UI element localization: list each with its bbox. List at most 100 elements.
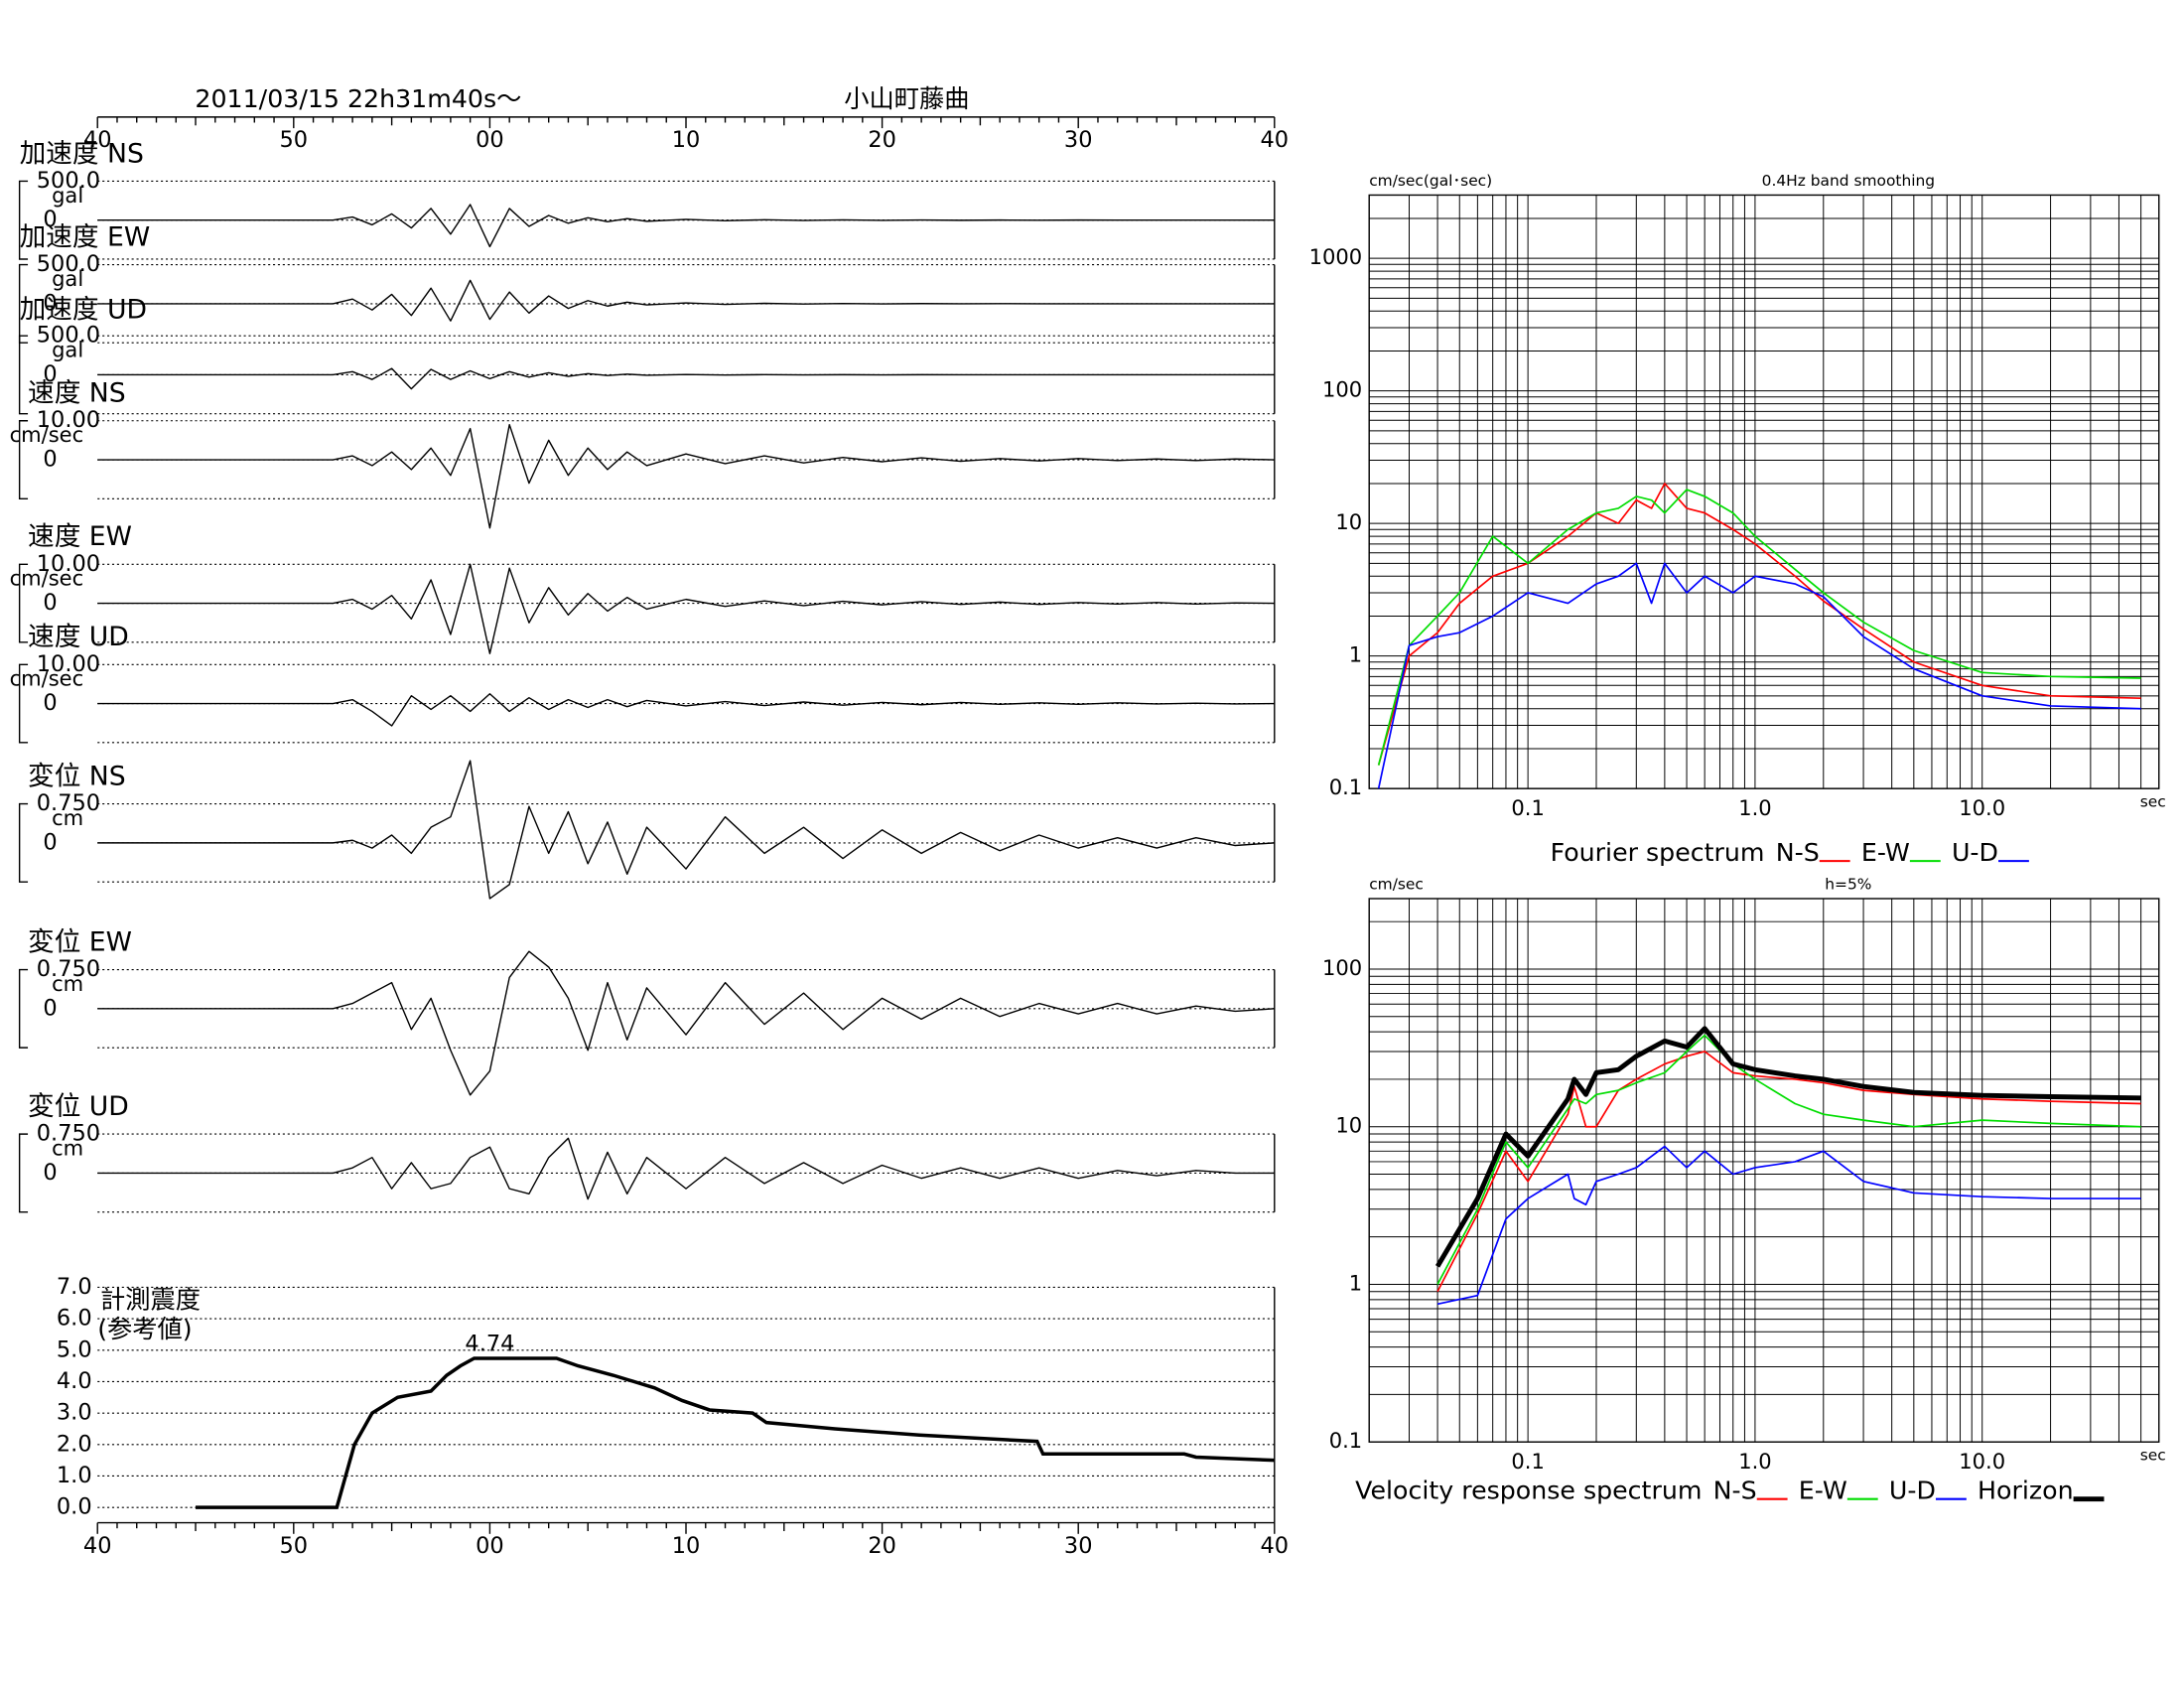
- y-tick-label: 500.0: [37, 168, 100, 194]
- waveform: [97, 563, 1275, 654]
- panel-bracket: [18, 1133, 29, 1213]
- y-tick-label: 100: [1322, 955, 1362, 980]
- panel-label: 加速度 NS: [20, 138, 144, 169]
- panel-label: 計測震度: [100, 1285, 201, 1314]
- waveform: [97, 693, 1275, 727]
- x-tick-label: 40: [1261, 127, 1290, 153]
- y-tick-label: 500.0: [37, 251, 100, 277]
- series-line: [1436, 1034, 2141, 1285]
- x-tick-label: 40: [1261, 1533, 1290, 1559]
- unit-label: cm/sec: [10, 666, 84, 691]
- y-tick-label: 2.0: [57, 1431, 92, 1457]
- x-tick-label: 50: [280, 1533, 309, 1559]
- legend-title: Velocity response spectrum: [1355, 1477, 1702, 1505]
- y-tick-label: 0.750: [37, 956, 100, 982]
- series-line: [1436, 1051, 2141, 1293]
- waveform: [97, 950, 1275, 1096]
- y-tick-label: 0: [43, 207, 57, 232]
- x-unit: sec: [2140, 1447, 2166, 1465]
- unit-label: cm: [52, 1136, 83, 1161]
- y-tick-label: 0: [43, 1160, 57, 1186]
- y-tick-label: 1: [1349, 642, 1362, 667]
- y-tick-label: 0.750: [37, 1121, 100, 1147]
- legend-label: Horizon: [1978, 1477, 2074, 1505]
- x-unit: sec: [2140, 793, 2166, 811]
- y-tick-label: 5.0: [57, 1336, 92, 1362]
- y-tick-label: 4.0: [57, 1368, 92, 1394]
- x-tick-label: 10: [672, 127, 701, 153]
- x-tick-label: 00: [476, 127, 504, 153]
- panel-sublabel: (参考値): [97, 1315, 192, 1343]
- panel-bracket: [18, 335, 29, 415]
- intensity-line: [196, 1356, 1275, 1509]
- panel-label: 速度 EW: [28, 521, 132, 552]
- panel-bracket: [18, 563, 29, 643]
- x-tick-label: 00: [476, 1533, 504, 1559]
- y-unit: cm/sec(gal･sec): [1369, 172, 1492, 190]
- y-tick-label: 10.00: [37, 407, 100, 433]
- x-tick-label: 20: [868, 1533, 896, 1559]
- y-tick-label: 10.00: [37, 551, 100, 577]
- y-unit: cm/sec: [1369, 875, 1424, 893]
- legend-label: E-W: [1799, 1477, 1847, 1505]
- legend-label: N-S: [1713, 1477, 1757, 1505]
- y-tick-label: 1: [1349, 1270, 1362, 1295]
- y-tick-label: 0: [43, 290, 57, 316]
- panel-bracket: [18, 263, 29, 344]
- panel-bracket: [18, 968, 29, 1049]
- waveform: [97, 367, 1275, 390]
- series-line: [1434, 1026, 2141, 1268]
- y-tick-label: 10: [1335, 1113, 1362, 1138]
- y-tick-label: 1000: [1309, 244, 1363, 269]
- x-tick-label: 30: [1064, 127, 1093, 153]
- y-tick-label: 0: [43, 447, 57, 473]
- panel-bracket: [18, 802, 29, 883]
- y-tick-label: 6.0: [57, 1306, 92, 1332]
- waveform: [97, 279, 1275, 322]
- x-tick-label: 10.0: [1959, 795, 2005, 820]
- y-tick-label: 0.750: [37, 790, 100, 816]
- record-datetime: 2011/03/15 22h31m40s～: [195, 84, 521, 113]
- station-name: 小山町藤曲: [844, 84, 969, 113]
- y-tick-label: 0.1: [1329, 1428, 1362, 1453]
- y-tick-label: 0: [43, 995, 57, 1021]
- x-tick-label: 20: [868, 127, 896, 153]
- y-tick-label: 10.00: [37, 651, 100, 677]
- waveform: [97, 1137, 1275, 1200]
- legend-label: U-D: [1889, 1477, 1936, 1505]
- y-tick-label: 7.0: [57, 1274, 92, 1300]
- y-tick-label: 0.0: [57, 1494, 92, 1520]
- legend-label: N-S: [1776, 838, 1820, 867]
- x-tick-label: 10.0: [1959, 1449, 2005, 1474]
- series-line: [1436, 1145, 2141, 1306]
- panel-label: 加速度 UD: [20, 294, 147, 325]
- panel-label: 変位 NS: [28, 761, 126, 791]
- panel-bracket: [18, 420, 29, 500]
- waveform: [97, 760, 1275, 900]
- legend-label: E-W: [1861, 838, 1910, 867]
- series-line: [1377, 483, 2141, 766]
- y-tick-label: 0: [43, 690, 57, 716]
- unit-label: cm: [52, 805, 83, 830]
- x-tick-label: 0.1: [1511, 1449, 1544, 1474]
- x-tick-label: 30: [1064, 1533, 1093, 1559]
- note: 0.4Hz band smoothing: [1762, 172, 1935, 190]
- x-tick-label: 40: [83, 1533, 112, 1559]
- panel-label: 変位 UD: [28, 1091, 129, 1122]
- unit-label: gal: [52, 183, 83, 208]
- panel-bracket: [18, 663, 29, 744]
- series-line: [1377, 489, 2141, 766]
- panel-label: 速度 UD: [28, 622, 129, 652]
- x-tick-label: 50: [280, 127, 309, 153]
- y-tick-label: 0: [43, 361, 57, 387]
- panel-bracket: [18, 180, 29, 260]
- y-tick-label: 3.0: [57, 1400, 92, 1426]
- unit-label: cm/sec: [10, 566, 84, 591]
- y-tick-label: 100: [1322, 377, 1362, 402]
- x-tick-label: 1.0: [1738, 795, 1771, 820]
- panel-label: 速度 NS: [28, 378, 126, 409]
- legend-title: Fourier spectrum: [1551, 838, 1765, 867]
- panel-label: 変位 EW: [28, 926, 132, 957]
- plot-frame: [1368, 194, 2160, 789]
